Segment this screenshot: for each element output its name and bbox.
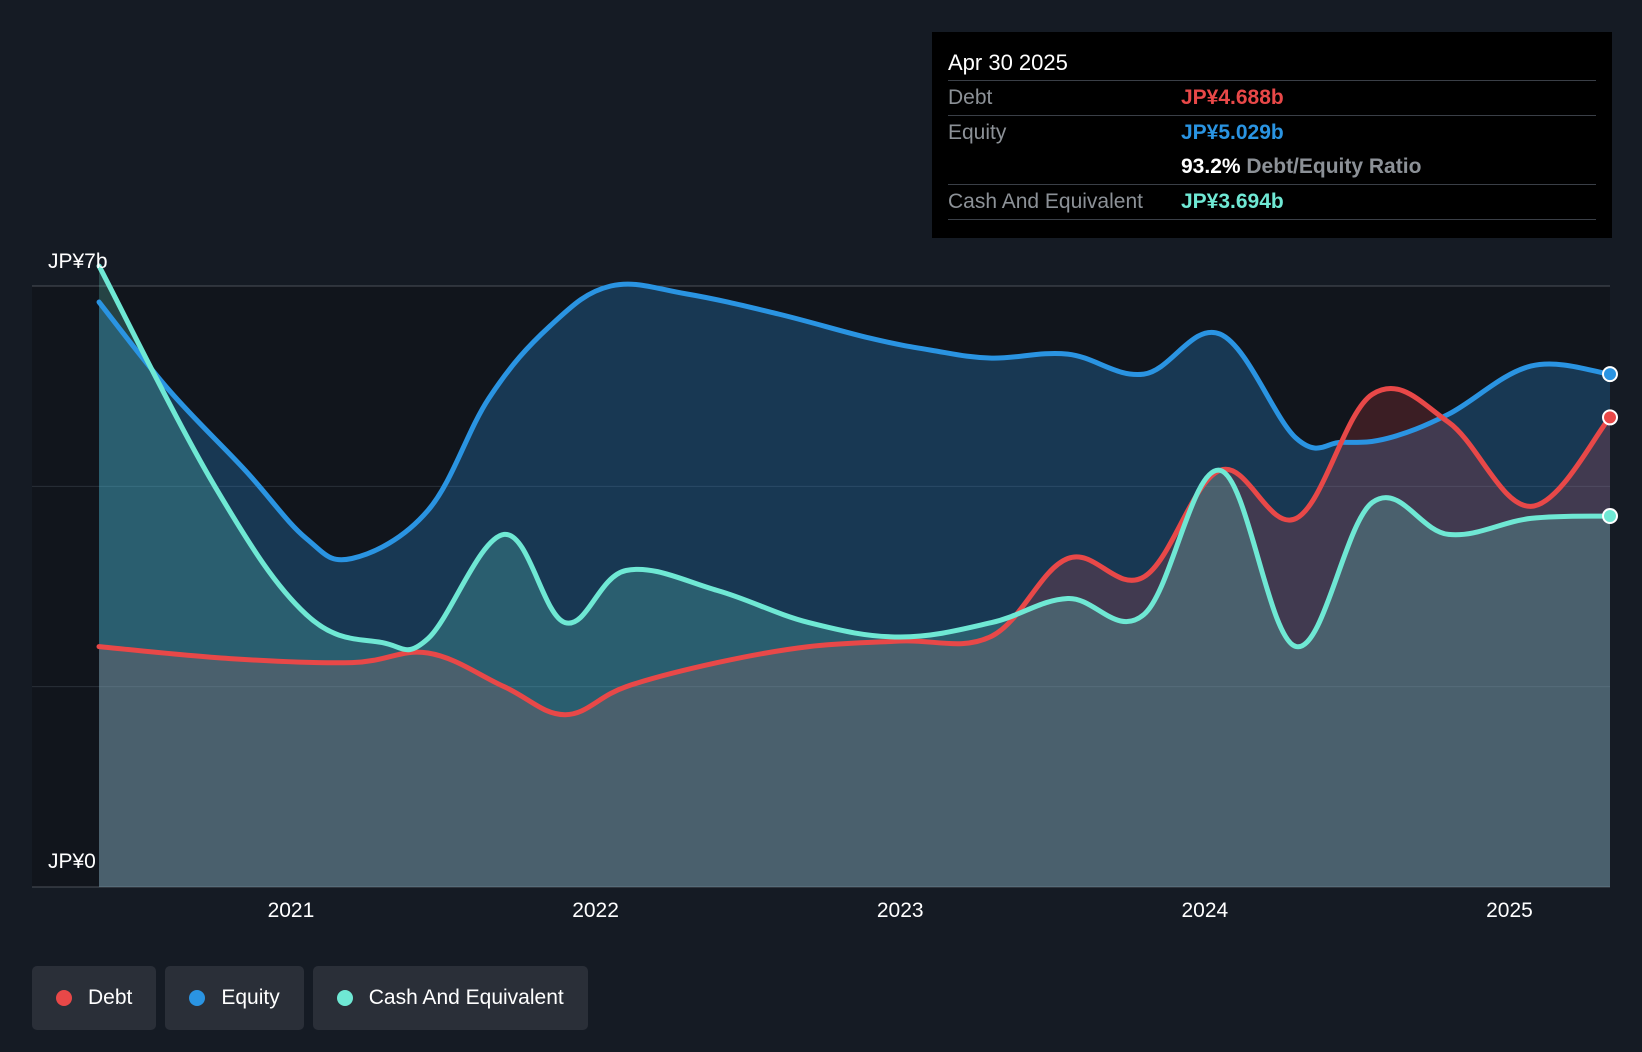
series-end-markers <box>1602 366 1618 524</box>
chart-legend: Debt Equity Cash And Equivalent <box>32 966 588 1030</box>
equity-dot-icon <box>189 990 206 1006</box>
tooltip-equity-label: Equity <box>948 121 1007 144</box>
y-axis-bottom-label: JP¥0 <box>48 850 96 873</box>
debt-dot-icon <box>56 990 72 1006</box>
plot-background <box>32 286 1610 887</box>
area-equity <box>99 284 1610 887</box>
tooltip-ratio: 93.2% Debt/Equity Ratio <box>1181 150 1421 184</box>
tooltip-cash-label: Cash And Equivalent <box>948 190 1143 213</box>
legend-item-debt[interactable]: Debt <box>32 966 157 1030</box>
legend-label-cash: Cash And Equivalent <box>368 986 564 1009</box>
line-debt <box>96 386 1613 718</box>
tooltip-equity-row: Equity JP¥5.029b <box>948 116 1596 150</box>
tooltip-debt-value: JP¥4.688b <box>1181 86 1284 109</box>
end-marker-debt <box>1602 409 1618 426</box>
end-marker-cash-and-equivalent <box>1602 507 1618 524</box>
end-marker-equity <box>1602 366 1618 383</box>
grid-lines <box>32 285 1610 888</box>
tooltip-ratio-value: 93.2% <box>1181 155 1241 178</box>
legend-item-equity[interactable]: Equity <box>165 966 304 1030</box>
y-axis-top-label: JP¥7b <box>48 250 108 273</box>
x-tick-label: 2022 <box>572 899 619 922</box>
x-tick-label: 2021 <box>267 899 315 922</box>
x-tick-label: 2025 <box>1486 899 1533 922</box>
legend-label-debt: Debt <box>88 986 133 1009</box>
legend-item-cash[interactable]: Cash And Equivalent <box>312 966 588 1030</box>
data-tooltip: Apr 30 2025 Debt JP¥4.688b Equity JP¥5.0… <box>932 32 1612 238</box>
line-cash-and-equivalent <box>96 263 1613 653</box>
series-areas <box>99 265 1610 887</box>
cash-dot-icon <box>336 990 353 1006</box>
x-tick-label: 2023 <box>876 899 924 922</box>
tooltip-cash-value: JP¥3.694b <box>1181 190 1284 213</box>
tooltip-ratio-label: Debt/Equity Ratio <box>1246 155 1422 178</box>
tooltip-equity-value: JP¥5.029b <box>1181 121 1284 144</box>
tooltip-ratio-row: 93.2% Debt/Equity Ratio <box>948 150 1596 185</box>
area-cash-and-equivalent <box>99 265 1610 887</box>
area-debt <box>99 388 1610 887</box>
line-equity <box>96 281 1613 563</box>
series-lines <box>96 263 1613 718</box>
x-tick-label: 2024 <box>1181 899 1229 922</box>
tooltip-debt-label: Debt <box>948 86 993 109</box>
tooltip-debt-row: Debt JP¥4.688b <box>948 81 1596 116</box>
legend-label-equity: Equity <box>221 986 280 1009</box>
tooltip-date: Apr 30 2025 <box>948 46 1596 81</box>
tooltip-cash-row: Cash And Equivalent JP¥3.694b <box>948 185 1596 220</box>
